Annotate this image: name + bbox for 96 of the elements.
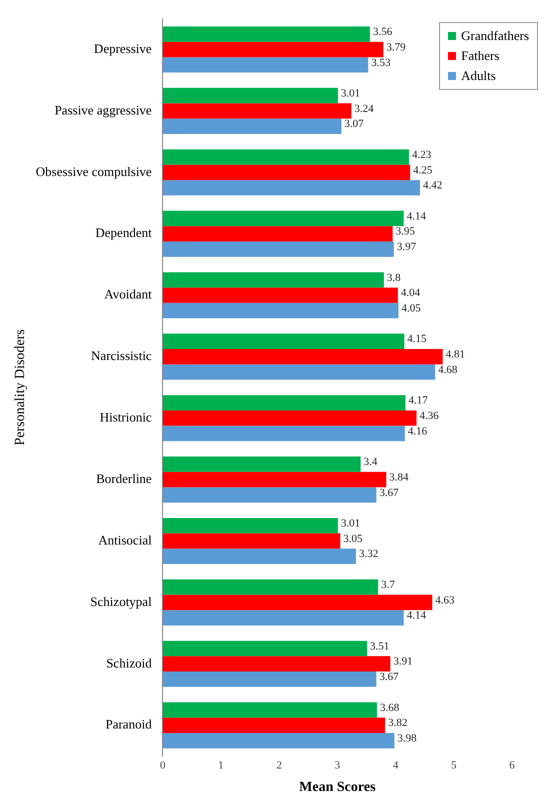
y-tick-label: Borderline — [96, 470, 152, 486]
bar — [162, 702, 377, 718]
data-label: 4.63 — [435, 594, 455, 606]
data-label: 3.84 — [389, 471, 410, 484]
bar — [162, 533, 340, 549]
bar — [162, 410, 417, 426]
bar — [162, 594, 432, 610]
data-label: 4.04 — [400, 287, 421, 300]
data-label: 4.17 — [408, 394, 428, 407]
x-tick-label: 2 — [276, 759, 282, 772]
bar — [162, 88, 338, 104]
data-label: 3.67 — [379, 671, 400, 684]
bar — [162, 42, 384, 58]
bar — [162, 149, 409, 165]
data-label: 3.67 — [379, 486, 400, 499]
y-tick-label: Obsessive compulsive — [36, 164, 152, 179]
bar — [162, 57, 368, 73]
data-label: 3.01 — [340, 518, 360, 530]
y-tick-label: Schizoid — [106, 655, 152, 670]
data-label: 3.53 — [371, 56, 391, 69]
bar — [162, 426, 405, 442]
data-label: 3.98 — [397, 732, 418, 745]
bar — [162, 610, 404, 626]
data-label: 4.23 — [412, 148, 432, 161]
data-label: 3.07 — [344, 118, 364, 130]
x-tick-label: 6 — [509, 759, 516, 772]
data-label: 3.8 — [386, 272, 402, 284]
data-label: 3.7 — [381, 578, 396, 591]
y-tick-label: Narcissistic — [91, 348, 152, 364]
bar — [162, 164, 410, 180]
data-label: 3.91 — [393, 656, 413, 668]
y-tick-label: Avoidant — [104, 286, 152, 302]
bar — [162, 103, 352, 119]
bar — [162, 302, 398, 318]
bar — [162, 334, 404, 350]
legend-label: Adults — [461, 67, 496, 85]
bar — [162, 487, 376, 503]
y-tick-label: Antisocial — [98, 532, 152, 548]
y-tick-label: Depressive — [94, 40, 152, 56]
bar — [162, 472, 386, 488]
legend-label: Fathers — [461, 47, 500, 65]
bar — [162, 395, 406, 410]
data-label: 3.51 — [370, 640, 390, 652]
data-label: 3.4 — [364, 456, 378, 468]
y-tick-label: Schizotypal — [90, 594, 152, 609]
data-label: 3.32 — [358, 548, 378, 560]
y-tick-label: Dependent — [95, 225, 152, 240]
x-tick-label: 3 — [334, 759, 341, 772]
bar — [162, 518, 338, 534]
data-label: 3.68 — [380, 702, 400, 714]
bar — [162, 672, 376, 687]
bar — [162, 656, 390, 672]
data-label: 4.05 — [401, 302, 422, 314]
bar — [162, 640, 368, 656]
bar — [162, 579, 378, 595]
bar — [162, 718, 386, 733]
data-label: 4.81 — [446, 348, 465, 361]
y-tick-label: Paranoid — [105, 716, 152, 732]
data-label: 4.14 — [406, 610, 426, 622]
legend-label: Grandfathers — [461, 27, 529, 45]
data-label: 4.25 — [413, 164, 433, 176]
data-label: 3.97 — [396, 241, 417, 254]
x-axis-title: Mean Scores — [299, 780, 376, 796]
x-tick-label: 0 — [160, 759, 166, 772]
bar — [162, 26, 370, 42]
data-label: 4.16 — [408, 425, 428, 438]
bar — [162, 732, 394, 748]
data-label: 4.36 — [420, 410, 440, 422]
data-label: 3.01 — [340, 87, 360, 100]
bar — [162, 364, 436, 380]
data-label: 3.82 — [388, 717, 408, 730]
data-label: 3.79 — [386, 41, 406, 54]
y-tick-label: Passive aggressive — [54, 102, 152, 118]
data-label: 4.15 — [407, 333, 428, 346]
y-tick-label: Histrionic — [100, 410, 152, 425]
data-label: 3.95 — [396, 226, 416, 238]
x-tick-label: 1 — [218, 759, 224, 772]
bar — [162, 180, 420, 196]
data-label: 4.42 — [423, 180, 442, 192]
bar — [162, 226, 393, 242]
bar — [162, 272, 384, 288]
data-label: 4.14 — [406, 210, 426, 222]
bar — [162, 349, 443, 364]
data-label: 3.05 — [343, 532, 364, 545]
x-tick-label: 4 — [392, 759, 399, 772]
bar — [162, 118, 342, 134]
y-axis-title: Personality Disoders — [13, 329, 28, 446]
bar — [162, 548, 356, 564]
data-label: 3.24 — [354, 102, 374, 115]
bar — [162, 456, 361, 472]
data-label: 4.68 — [438, 364, 458, 376]
bar — [162, 288, 398, 303]
data-label: 3.56 — [372, 26, 393, 38]
x-tick-label: 5 — [451, 759, 458, 772]
bar — [162, 210, 404, 226]
bar — [162, 241, 394, 257]
